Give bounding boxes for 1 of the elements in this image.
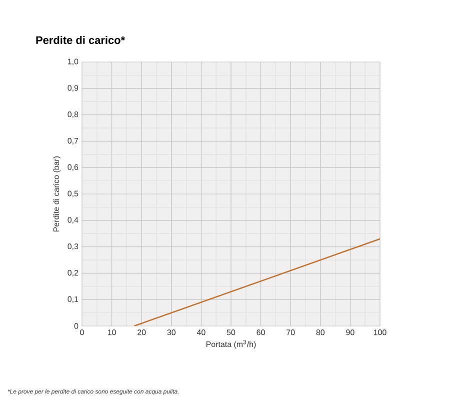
chart-title: Perdite di carico* xyxy=(36,36,126,44)
